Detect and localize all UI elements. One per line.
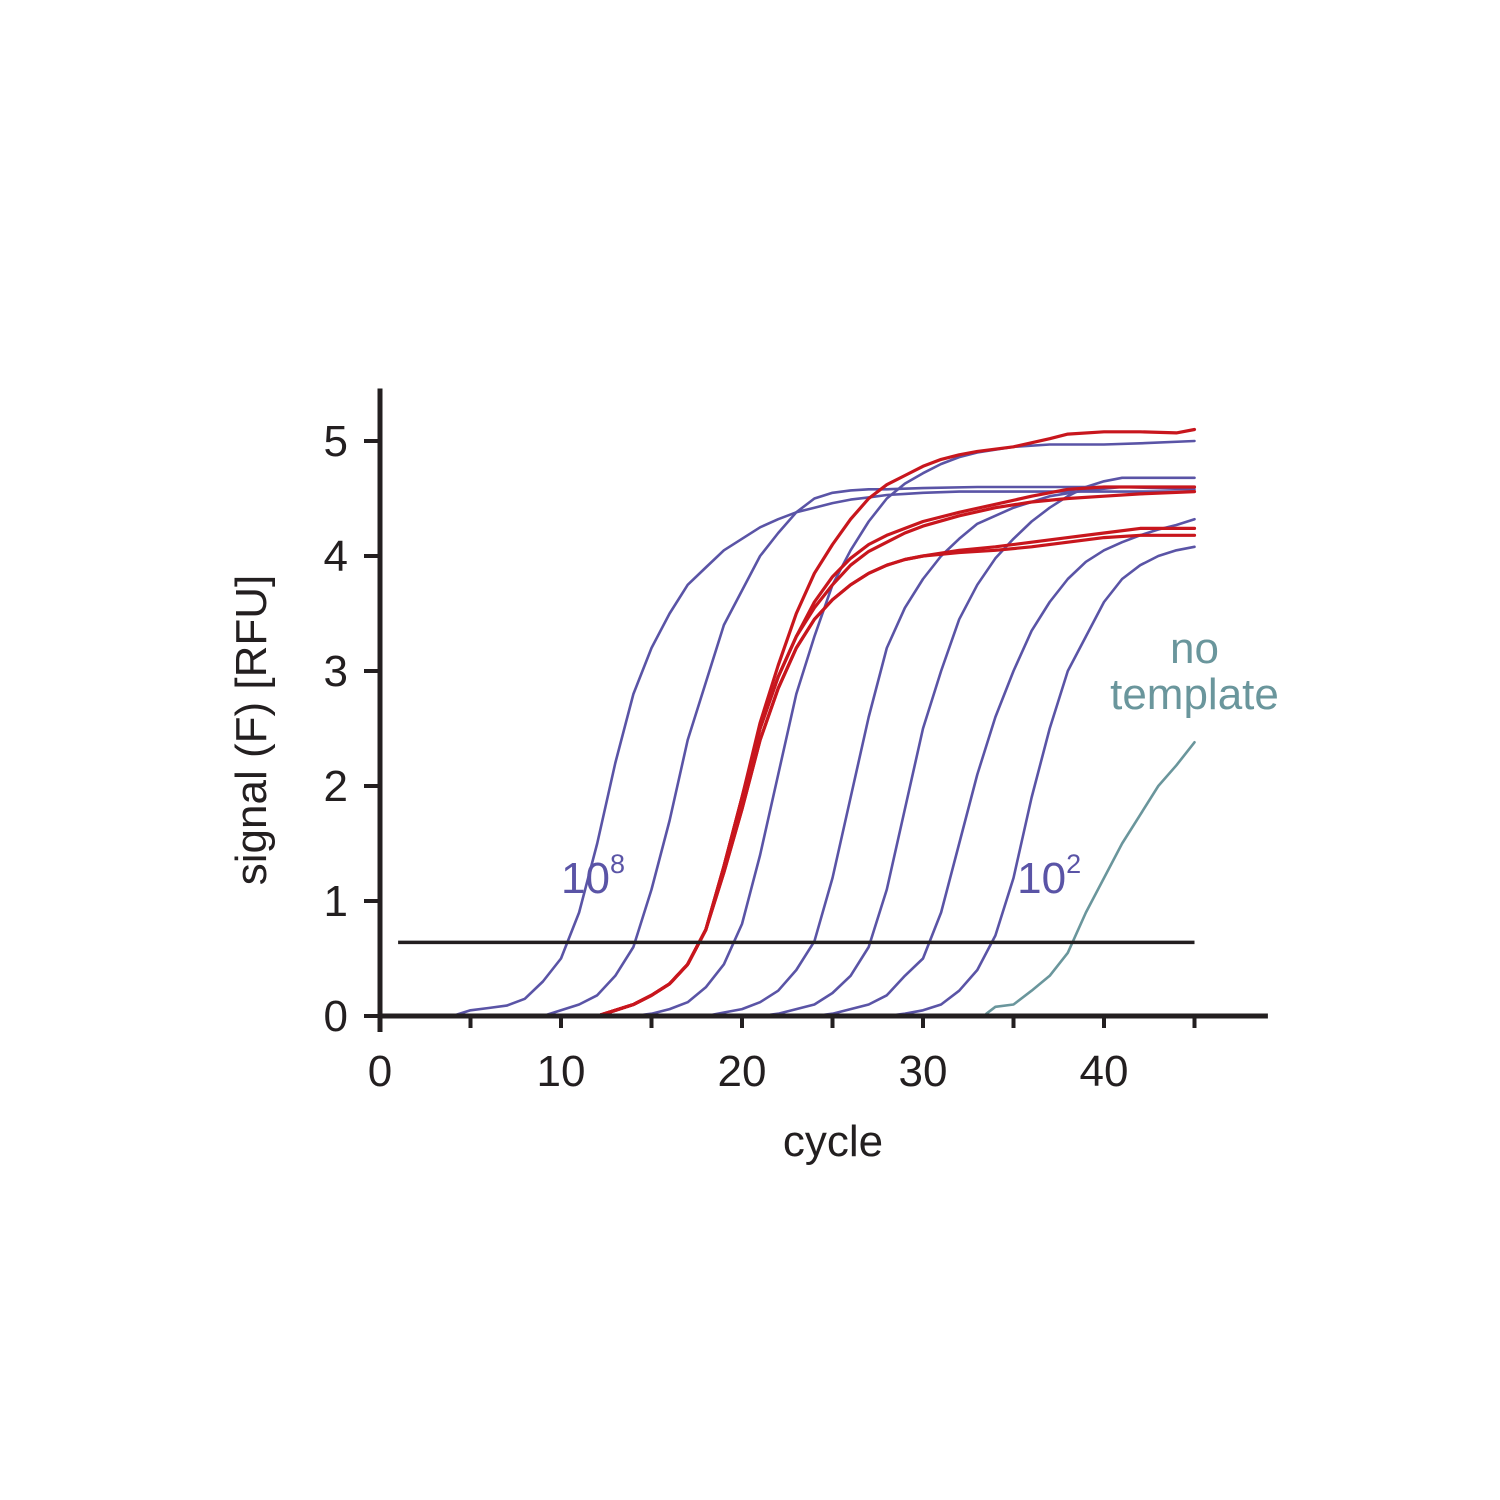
series-line-standard-3 <box>396 439 1196 1018</box>
series-line-sample-12 <box>396 533 1197 1018</box>
series-line-sample-8 <box>396 427 1197 1018</box>
annotation-text-1: 10 <box>561 854 610 903</box>
y-tick-label-5: 5 <box>324 417 348 466</box>
annotation-text-4: template <box>1110 670 1279 719</box>
y-tick-label-2: 2 <box>324 762 348 811</box>
annotation-text-3: no <box>1170 624 1219 673</box>
x-tick-label-30: 30 <box>899 1047 948 1096</box>
x-axis-title: cycle <box>783 1117 883 1166</box>
annotation-superscript-1: 8 <box>610 849 625 879</box>
annotation-text-2: 10 <box>1017 854 1066 903</box>
x-tick-label-40: 40 <box>1080 1047 1129 1096</box>
y-axis-title: signal (F) [RFU] <box>227 575 276 885</box>
series-line-standard-5 <box>396 476 1196 1018</box>
y-tick-label-4: 4 <box>324 532 348 581</box>
y-tick-label-3: 3 <box>324 647 348 696</box>
annotation-superscript-2: 2 <box>1066 849 1081 879</box>
series-line-no-template-13 <box>985 741 1196 1015</box>
annotation-4: template <box>1110 670 1279 719</box>
annotation-1: 108 <box>561 849 625 903</box>
annotation-3: no <box>1170 624 1219 673</box>
x-tick-label-0: 0 <box>368 1047 392 1096</box>
series-line-standard-2 <box>396 485 1196 1018</box>
y-tick-label-1: 1 <box>324 877 348 926</box>
x-tick-label-10: 10 <box>537 1047 586 1096</box>
series-layer <box>396 427 1197 1018</box>
series-line-standard-7 <box>396 545 1196 1018</box>
series-line-standard-6 <box>396 517 1196 1018</box>
y-tick-label-0: 0 <box>324 992 348 1041</box>
annotation-2: 102 <box>1017 849 1081 903</box>
series-line-standard-1 <box>396 490 1196 1018</box>
x-tick-label-20: 20 <box>718 1047 767 1096</box>
axes-layer: 0 10 20 30 40 0 1 2 3 4 5 <box>324 388 1268 1096</box>
